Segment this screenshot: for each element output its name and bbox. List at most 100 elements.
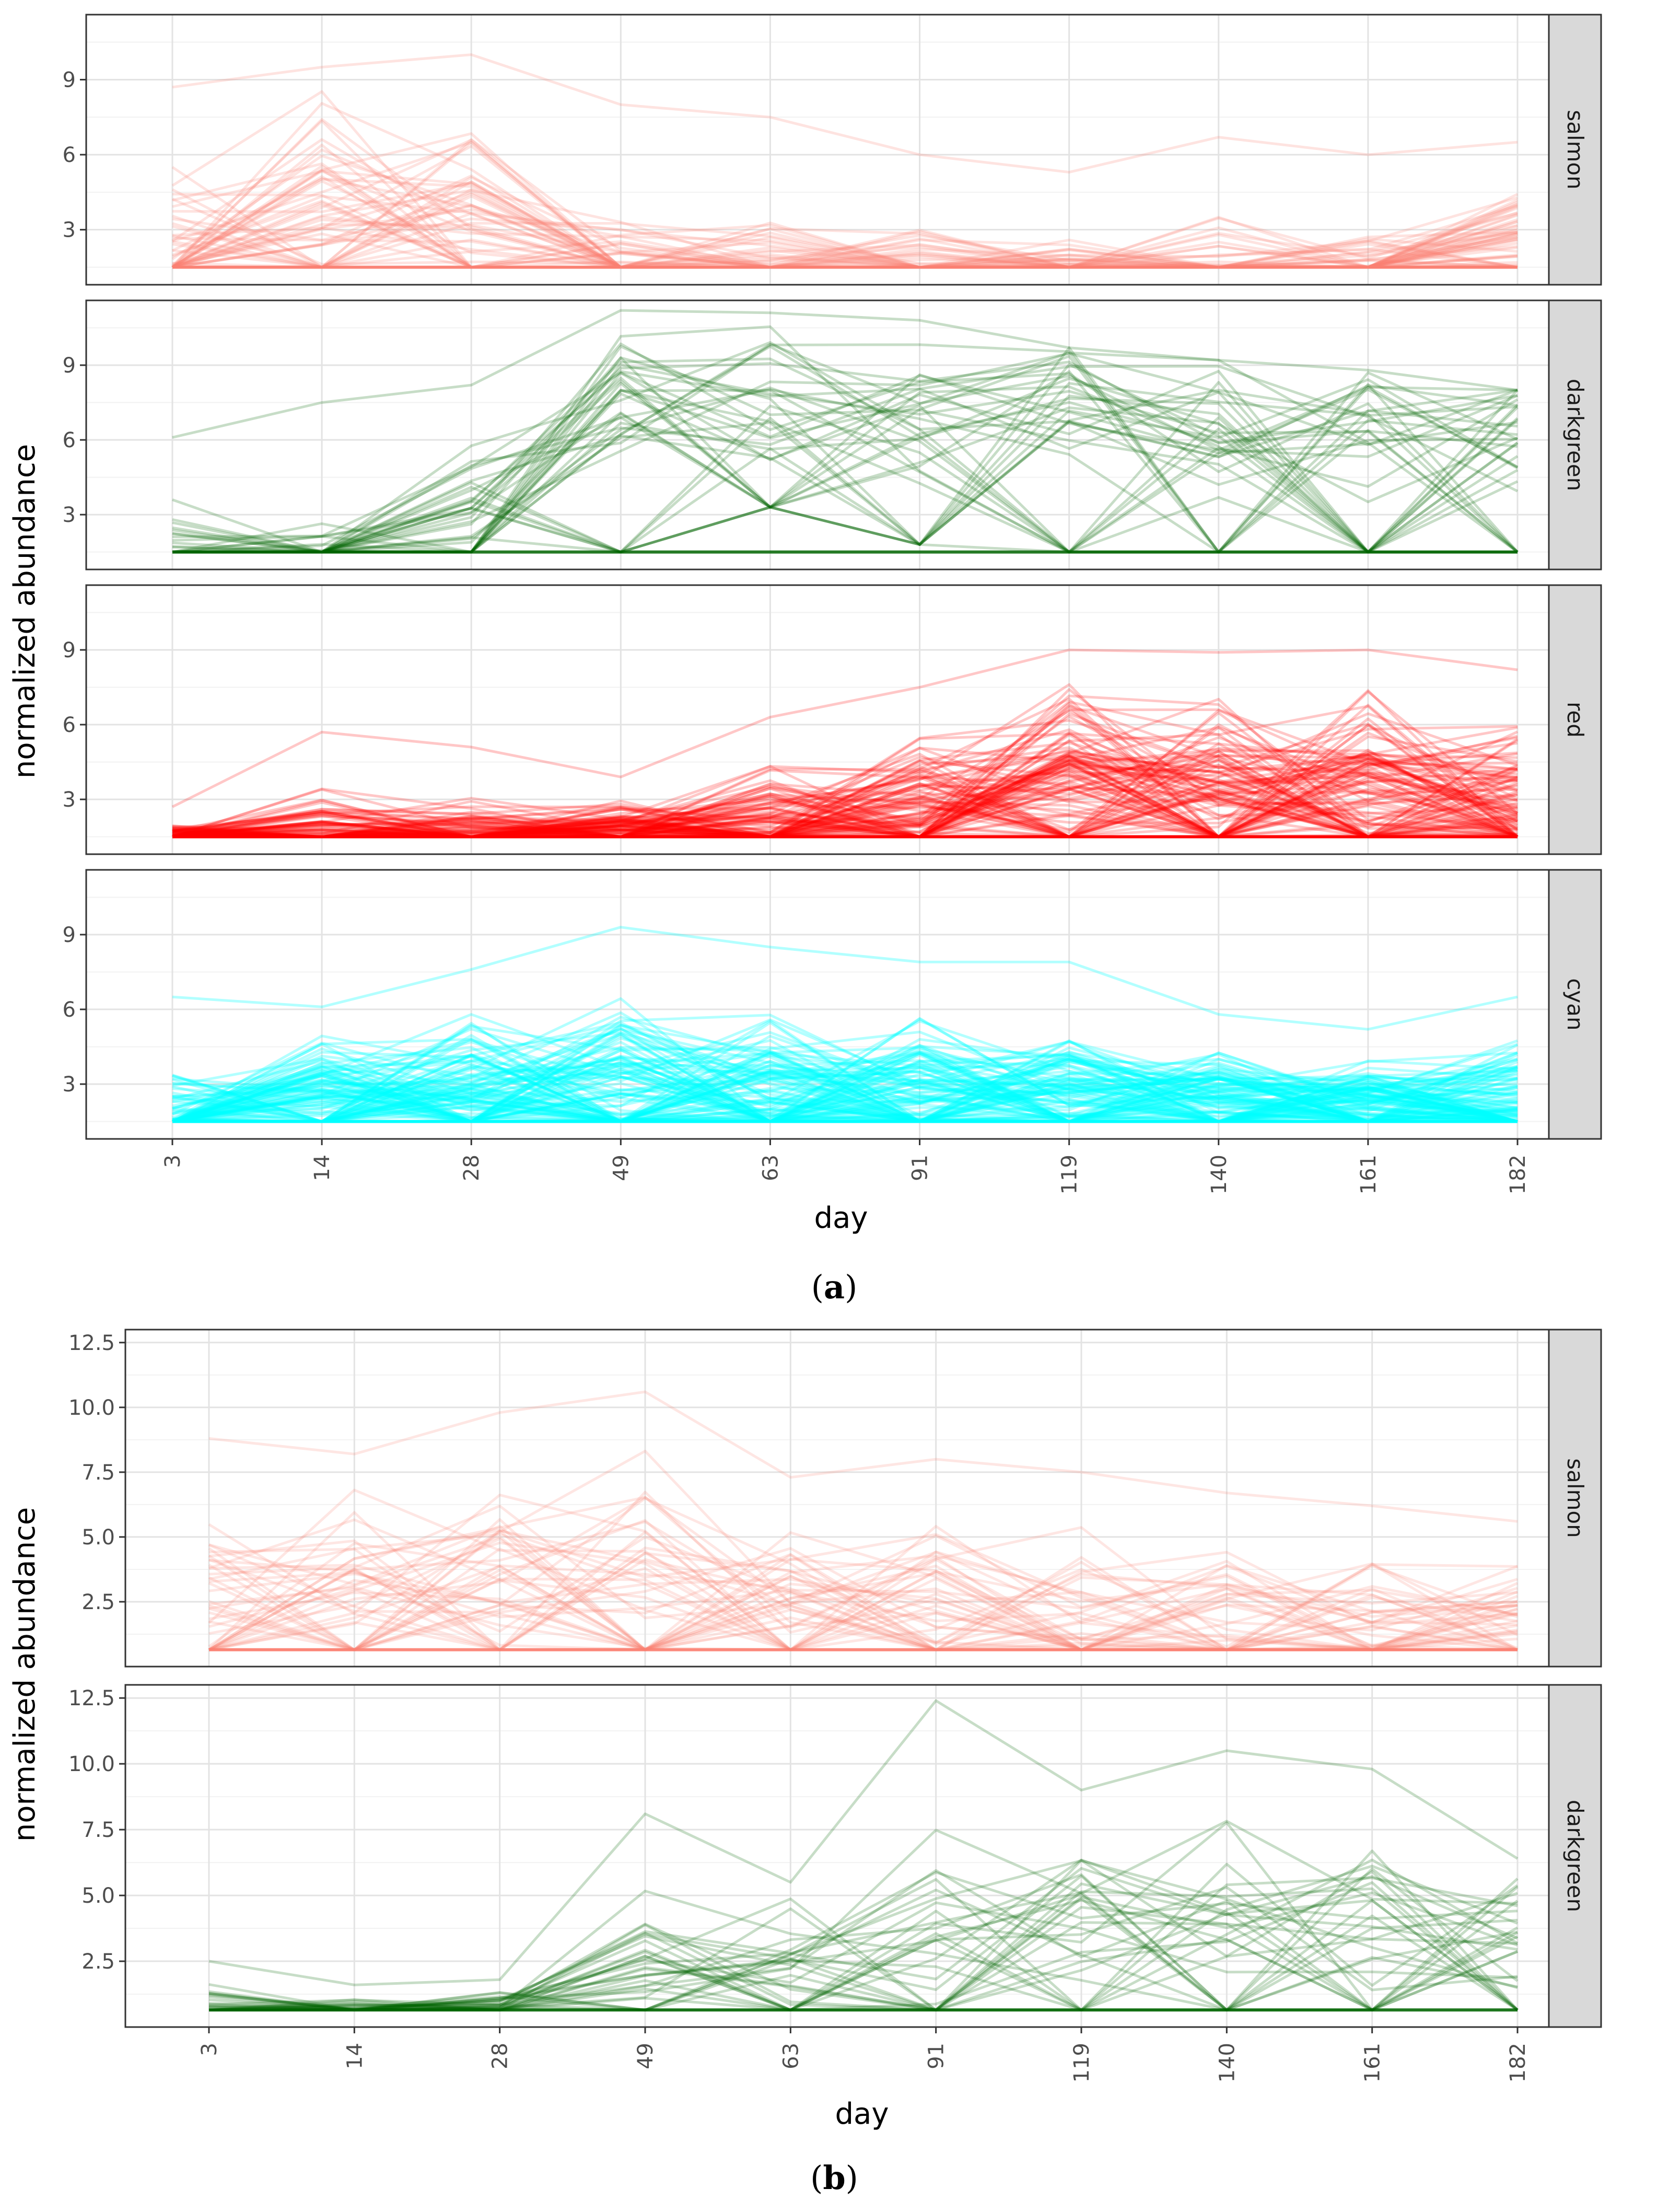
series-line-cyan [172,1069,1518,1123]
series-line-cyan [172,1067,1518,1123]
series-line-cyan [172,1011,1518,1123]
series-line-salmon [208,1526,1518,1651]
series-line-red [172,767,1518,839]
series-line-salmon [208,1531,1518,1651]
series-line-cyan [172,1037,1518,1123]
series-line-cyan [172,1041,1518,1123]
series-line-red [172,785,1518,839]
series-line-red [172,773,1518,839]
series-line-darkgreen [208,1892,1518,2011]
series-line-salmon [171,169,1518,269]
series-line-red [172,683,1518,839]
series-line-salmon [172,196,1518,269]
series-line-darkgreen [208,1862,1519,2011]
series-line-cyan [172,1060,1518,1123]
series-line-red [172,731,1518,839]
series-line-darkgreen [209,1867,1518,2011]
series-line-red [172,748,1518,839]
x-axis-title-a: day [814,1201,868,1235]
series-line-darkgreen [208,1891,1519,2011]
series-line-darkgreen [208,1699,1519,1986]
series-line-darkgreen [209,1871,1518,2011]
series-line-red [172,772,1518,839]
facet-strip-label: darkgreen [1562,379,1588,491]
series-line-salmon [172,218,1518,269]
facet-strip [1548,14,1602,286]
y-axis-title-b: normalized abundance [8,1507,42,1842]
facet-darkgreen-b: 2.5 5.0 7.5 10.0 12.5 darkgreen [68,1684,1602,2028]
y-tick-label: 5.0 [81,1526,115,1550]
series-line-darkgreen [209,1893,1519,2011]
series-line-darkgreen [172,420,1518,554]
series-line-red [172,746,1519,839]
series-line-cyan [172,1044,1518,1123]
y-tick-label: 3 [63,788,76,812]
series-line-cyan [172,1071,1518,1123]
series-line-salmon [208,1553,1518,1651]
series-line-salmon [208,1525,1518,1651]
series-line-cyan [172,1019,1518,1123]
series-line-cyan [172,1067,1518,1123]
series-line-cyan [172,1067,1518,1123]
series-line-red [172,719,1518,839]
series-line-salmon [208,1543,1518,1651]
series-line-salmon [172,222,1518,269]
y-tick-label: 9 [63,68,76,92]
x-tick-label: 14 [310,1155,334,1181]
x-tick-label: 3 [161,1155,185,1168]
series-line-cyan [172,1020,1518,1123]
series-line-cyan [172,1058,1518,1123]
series-line-darkgreen [209,1877,1518,2011]
series-line-cyan [172,1031,1518,1123]
series-line-darkgreen [208,1865,1518,2011]
series-line-red [172,689,1519,839]
panel-background [86,300,1549,569]
series-line-darkgreen [172,357,1519,554]
y-tick-label: 9 [63,638,76,662]
series-line-red [172,749,1519,839]
series-line-cyan [172,1066,1518,1123]
series-line-salmon [208,1450,1518,1651]
series-line-darkgreen [208,1858,1518,2011]
x-tick-label: 28 [488,2043,512,2069]
x-axis-title-b: day [835,2097,889,2131]
series-line-cyan [172,1027,1518,1123]
series-line-red [172,709,1518,839]
series-line-salmon [208,1564,1518,1651]
series-line-red [172,772,1518,839]
series-line-salmon [208,1533,1518,1648]
y-tick-label: 7.5 [81,1461,115,1485]
series-line-red [172,789,1518,839]
series-line-salmon [208,1511,1518,1651]
series-line-cyan [172,1054,1518,1123]
series-line-cyan [172,1061,1518,1123]
facet-strip [1548,869,1602,1140]
caption-b: (b) [810,2159,858,2197]
series-line-salmon [172,162,1518,269]
series-line-salmon [209,1529,1518,1651]
series-line-cyan [172,1045,1518,1123]
x-tick-label: 14 [343,2043,367,2069]
panel-background [86,585,1549,854]
series-line-darkgreen [172,378,1519,554]
facet-strip [1548,299,1602,571]
facet-strip-label: salmon [1562,110,1588,190]
facet-salmon-a: 3 6 9 salmon [63,14,1602,286]
series-line-salmon [172,195,1518,269]
series-line-salmon [208,1539,1518,1651]
facet-strip-label: cyan [1562,978,1588,1030]
series-line-darkgreen [172,346,1519,554]
series-line-salmon [208,1390,1518,1523]
series-line-cyan [172,1040,1518,1123]
series-line-cyan [172,1013,1518,1123]
y-tick-label: 3 [63,1073,76,1097]
x-tick-label: 49 [609,1155,633,1181]
series-line-cyan [172,1028,1518,1123]
series-line-salmon [208,1496,1518,1651]
series-line-darkgreen [172,379,1518,554]
facet-darkgreen-a: 3 6 9 darkgreen [63,299,1602,571]
series-line-darkgreen [208,1885,1519,2011]
series-line-cyan [171,1043,1518,1123]
x-tick-label: 182 [1506,2043,1530,2082]
